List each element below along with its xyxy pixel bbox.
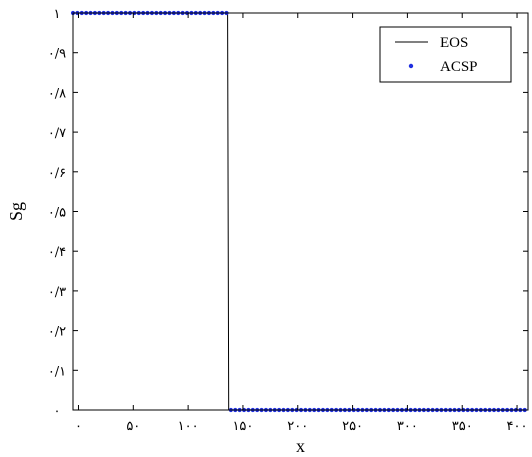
y-tick-label: ۰/۳ <box>48 285 66 300</box>
x-tick-label: ۴۰۰ <box>507 419 528 434</box>
x-tick-label: ۲۰۰ <box>287 419 308 434</box>
legend: EOS ACSP <box>379 26 512 83</box>
y-tick-label: ۰/۶ <box>48 166 66 181</box>
legend-eos-label: EOS <box>440 35 468 51</box>
y-tick-label: ۰/۲ <box>48 325 66 340</box>
y-axis-label: Sg <box>6 202 26 221</box>
x-axis-label: x <box>296 436 305 456</box>
y-tick-label: ۰/۴ <box>48 245 66 260</box>
x-tick-label: ۰ <box>75 419 82 434</box>
legend-acsp-swatch <box>408 63 414 69</box>
y-tick-labels: ۰ ۰/۱ ۰/۲ ۰/۳ ۰/۴ ۰/۵ ۰/۶ ۰/۷ ۰/۸ ۰/۹ ۱ <box>48 7 66 419</box>
x-tick-label: ۳۰۰ <box>397 419 418 434</box>
x-tick-label: ۱۵۰ <box>232 419 253 434</box>
x-tick-label: ۱۰۰ <box>178 419 199 434</box>
axis-ticks <box>73 12 528 411</box>
x-tick-label: ۳۵۰ <box>452 419 473 434</box>
y-tick-label: ۱ <box>54 7 61 22</box>
legend-acsp-label: ACSP <box>440 59 478 75</box>
y-tick-label: ۰/۸ <box>48 86 66 101</box>
y-tick-label: ۰/۷ <box>48 126 66 141</box>
x-tick-label: ۲۵۰ <box>342 419 363 434</box>
y-tick-label: ۰/۹ <box>48 47 66 62</box>
legend-box <box>379 26 512 83</box>
x-tick-labels: ۰ ۵۰ ۱۰۰ ۱۵۰ ۲۰۰ ۲۵۰ ۳۰۰ ۳۵۰ ۴۰۰ <box>75 419 528 434</box>
y-tick-label: ۰/۵ <box>48 206 66 221</box>
x-tick-label: ۵۰ <box>126 419 140 434</box>
y-tick-label: ۰/۱ <box>48 364 66 379</box>
y-tick-label: ۰ <box>54 404 61 419</box>
